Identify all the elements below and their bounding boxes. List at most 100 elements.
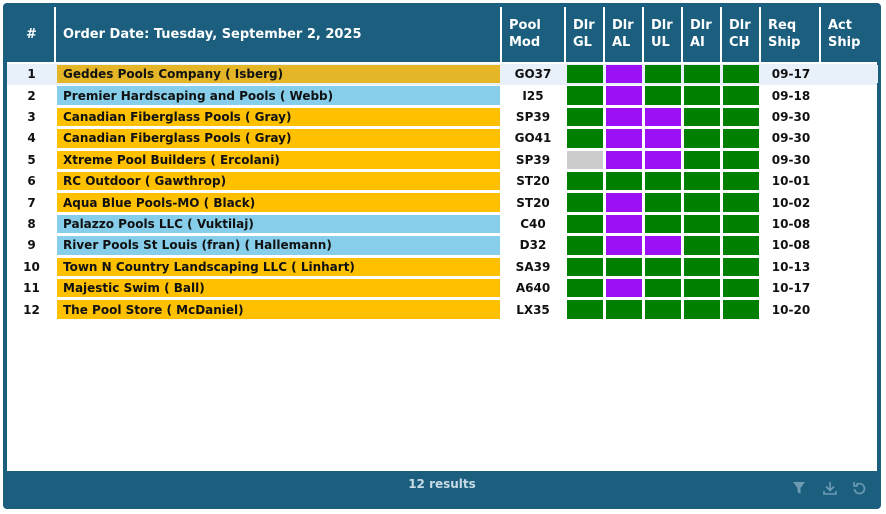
header-text: Dlr AL — [612, 18, 634, 50]
table-row[interactable]: 10 Town N Country Landscaping LLC ( Linha… — [7, 257, 877, 278]
column-header[interactable]: Pool Mod — [503, 8, 563, 60]
dealer-status — [567, 236, 603, 255]
customer-name: Majestic Swim ( Ball) — [57, 279, 500, 298]
column-header[interactable]: Dlr CH — [723, 8, 761, 60]
column-header[interactable]: Act Ship — [822, 8, 878, 60]
dealer-status — [723, 86, 759, 105]
dealer-status — [645, 86, 681, 105]
footer-icons — [793, 482, 866, 495]
customer-name: Xtreme Pool Builders ( Ercolani) — [57, 150, 500, 169]
row-index: 3 — [27, 109, 36, 124]
dealer-status — [684, 214, 720, 234]
customer-name: Aqua Blue Pools-MO ( Black) — [57, 193, 500, 212]
pool-model: ST20 — [516, 195, 550, 210]
dealer-status — [606, 150, 642, 169]
table-row[interactable]: 4 Canadian Fiberglass Pools ( Gray) GO41 09… — [7, 128, 877, 149]
dealer-status — [645, 129, 681, 148]
column-header[interactable]: Order Date: Tuesday, September 2, 2025 — [57, 8, 500, 60]
customer-name: The Pool Store ( McDaniel) — [57, 300, 500, 319]
req-ship-date: 10-08 — [771, 238, 811, 253]
row-index: 4 — [27, 131, 36, 146]
req-ship-date: 09-30 — [771, 131, 811, 146]
results-count: 12 results — [408, 477, 476, 491]
column-separator — [603, 7, 605, 62]
row-index: 1 — [27, 67, 36, 82]
req-ship-date: 10-17 — [771, 281, 811, 296]
customer-name: Canadian Fiberglass Pools ( Gray) — [57, 107, 500, 127]
table-row[interactable]: 3 Canadian Fiberglass Pools ( Gray) SP39 09… — [7, 107, 877, 128]
req-ship-date: 10-20 — [771, 302, 811, 317]
column-header[interactable]: Dlr AL — [606, 8, 644, 60]
header-text: Req Ship — [768, 18, 801, 50]
req-ship-date: 10-02 — [771, 195, 811, 210]
pool-model: I25 — [522, 88, 544, 103]
dealer-status — [567, 257, 603, 276]
column-header[interactable]: # — [8, 8, 55, 60]
dealer-status — [606, 129, 642, 148]
column-header[interactable]: Dlr UL — [645, 8, 683, 60]
dealer-status — [723, 279, 759, 298]
table-row[interactable]: 9 River Pools St Louis (fran) ( Hallemann… — [7, 235, 877, 256]
pool-model: SA39 — [515, 259, 551, 274]
dealer-status — [684, 257, 720, 276]
row-index: 12 — [23, 302, 40, 317]
download-icon[interactable] — [823, 482, 837, 495]
dealer-status — [606, 193, 642, 212]
dealer-status — [645, 65, 681, 84]
dealer-status — [723, 257, 759, 276]
column-header[interactable]: Dlr AI — [684, 8, 722, 60]
dealer-status — [567, 279, 603, 298]
table-row[interactable]: 5 Xtreme Pool Builders ( Ercolani) SP39 09-… — [7, 150, 877, 171]
pool-model: C40 — [520, 216, 546, 231]
dealer-status — [645, 257, 681, 276]
dealer-status — [684, 300, 720, 319]
table-row[interactable]: 2 Premier Hardscaping and Pools ( Webb) I2… — [7, 85, 877, 106]
dealer-status — [606, 86, 642, 105]
dealer-status — [723, 214, 759, 234]
dealer-status — [645, 279, 681, 298]
dealer-status — [645, 214, 681, 234]
customer-name: Premier Hardscaping and Pools ( Webb) — [57, 86, 500, 105]
dealer-status — [723, 65, 759, 84]
dealer-status — [567, 150, 603, 169]
dealer-status — [684, 172, 720, 191]
customer-name: Canadian Fiberglass Pools ( Gray) — [57, 129, 500, 148]
table-row[interactable]: 8 Palazzo Pools LLC ( Vuktilaj) C40 10-08 — [7, 214, 877, 235]
req-ship-date: 09-17 — [771, 67, 811, 82]
row-index: 11 — [23, 281, 40, 296]
row-index: 7 — [27, 195, 36, 210]
table-row[interactable]: 7 Aqua Blue Pools-MO ( Black) ST20 10-02 — [7, 192, 877, 213]
dealer-status — [645, 172, 681, 191]
table-row[interactable]: 11 Majestic Swim ( Ball) A640 10-17 — [7, 278, 877, 299]
customer-name: River Pools St Louis (fran) ( Hallemann) — [57, 236, 500, 255]
dealer-status — [645, 150, 681, 169]
header-text: Pool Mod — [509, 18, 541, 50]
column-separator — [759, 7, 761, 62]
column-header[interactable]: Dlr GL — [567, 8, 605, 60]
req-ship-date: 09-30 — [771, 109, 811, 124]
reset-icon[interactable] — [853, 482, 866, 495]
customer-name: Palazzo Pools LLC ( Vuktilaj) — [57, 214, 500, 234]
table-row[interactable]: 1 Geddes Pools Company ( Isberg) GO37 09-17 — [7, 64, 878, 86]
dealer-status — [606, 279, 642, 298]
dealer-status — [567, 107, 603, 127]
dealer-status — [567, 86, 603, 105]
header-text: Order Date: Tuesday, September 2, 2025 — [63, 26, 362, 42]
dealer-status — [567, 172, 603, 191]
dealer-status — [567, 193, 603, 212]
dealer-status — [723, 150, 759, 169]
table-row[interactable]: 6 RC Outdoor ( Gawthrop) ST20 10-01 — [7, 171, 877, 192]
pool-model: D32 — [519, 238, 547, 253]
pool-model: A640 — [515, 281, 551, 296]
filter-icon[interactable] — [793, 482, 805, 494]
dealer-status — [723, 300, 759, 319]
req-ship-date: 10-08 — [771, 216, 811, 231]
column-header[interactable]: Req Ship — [762, 8, 820, 60]
dealer-status — [723, 107, 759, 127]
table-row[interactable]: 12 The Pool Store ( McDaniel) LX35 10-20 — [7, 299, 877, 320]
dealer-status — [684, 279, 720, 298]
dealer-status — [684, 236, 720, 255]
dealer-status — [606, 257, 642, 276]
header-text: Dlr CH — [729, 18, 751, 50]
